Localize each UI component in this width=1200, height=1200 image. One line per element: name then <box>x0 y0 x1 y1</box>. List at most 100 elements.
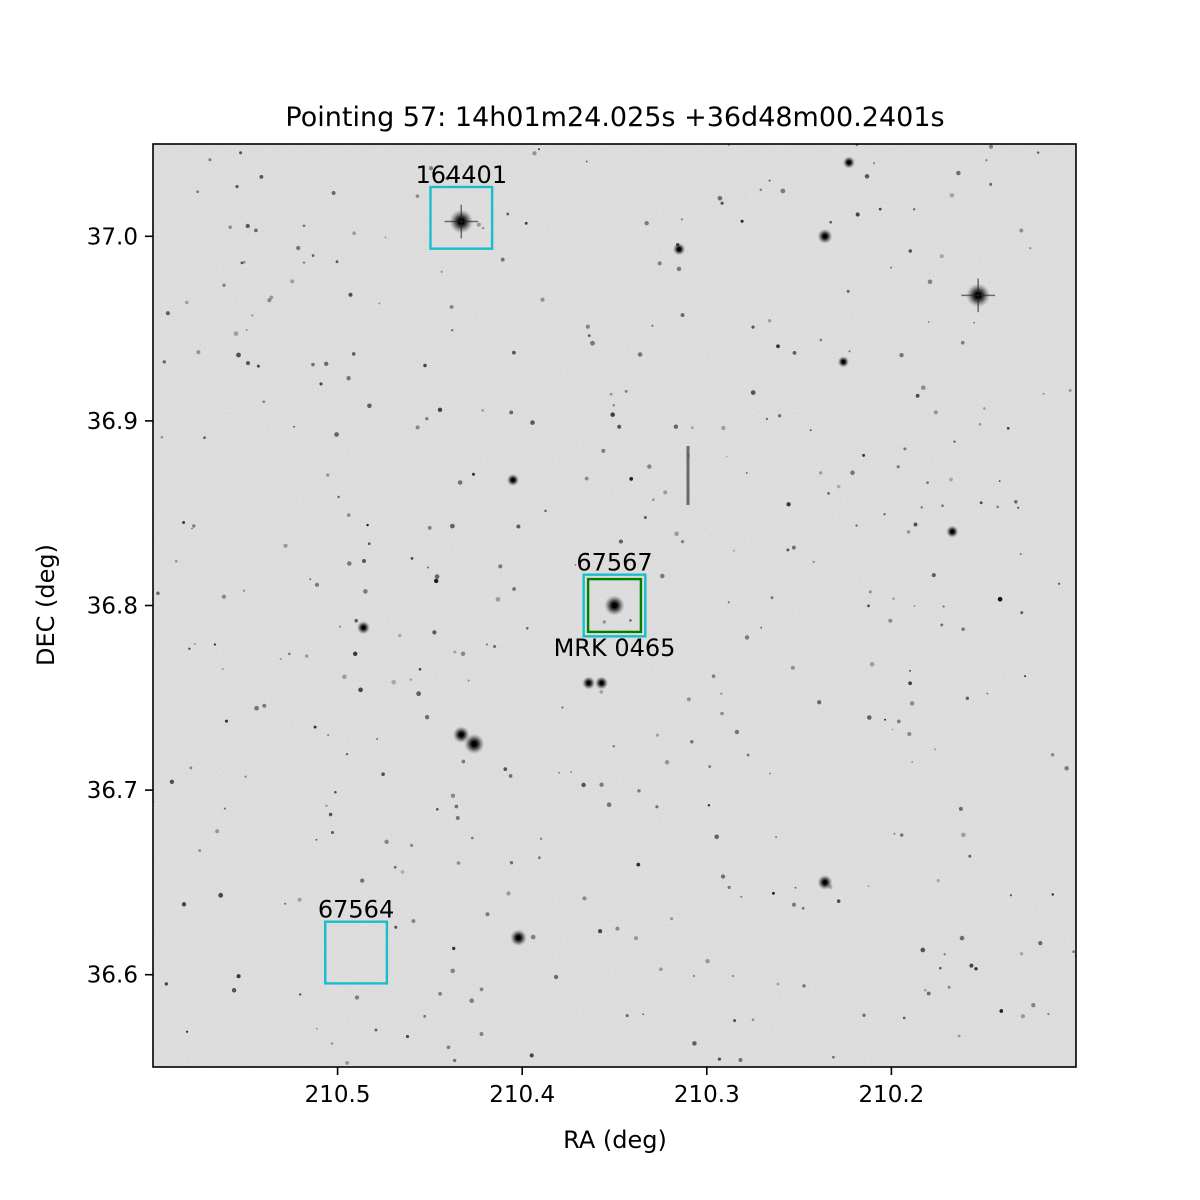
faint-star <box>947 985 951 989</box>
faint-star <box>674 531 679 537</box>
faint-star <box>587 334 591 337</box>
faint-star <box>775 835 778 839</box>
faint-star <box>896 465 900 469</box>
faint-star <box>1050 753 1055 757</box>
faint-star <box>902 1016 906 1020</box>
faint-star <box>208 158 212 162</box>
faint-star <box>827 492 830 495</box>
faint-star <box>347 561 352 566</box>
faint-star <box>457 480 463 485</box>
faint-star <box>222 283 226 287</box>
faint-star <box>192 524 196 528</box>
faint-star <box>985 159 988 162</box>
faint-star <box>958 806 963 811</box>
faint-star <box>599 782 604 787</box>
faint-star <box>655 805 659 809</box>
bright-star-core <box>841 359 846 364</box>
bright-star-core <box>599 681 604 686</box>
faint-star <box>524 221 528 225</box>
faint-star <box>384 236 387 239</box>
faint-star <box>660 573 665 579</box>
faint-star <box>452 1058 457 1063</box>
faint-star <box>939 254 944 259</box>
faint-star <box>394 925 398 929</box>
faint-star <box>734 729 740 735</box>
faint-star <box>1014 500 1018 504</box>
faint-star <box>940 623 944 627</box>
faint-star <box>262 703 267 708</box>
faint-star <box>574 563 577 566</box>
faint-star <box>479 1032 484 1036</box>
faint-star <box>943 953 946 956</box>
faint-star <box>228 225 232 230</box>
faint-star <box>162 360 166 364</box>
faint-star <box>242 589 246 592</box>
faint-star <box>305 654 309 658</box>
faint-star <box>354 995 360 1000</box>
faint-star <box>606 802 612 808</box>
marker-box-67567 <box>582 573 647 638</box>
faint-star <box>446 1045 451 1050</box>
faint-star <box>530 934 536 940</box>
faint-star <box>345 752 349 756</box>
faint-star <box>908 681 912 686</box>
faint-star <box>239 151 243 155</box>
bright-star-core <box>846 160 851 165</box>
y-tick-label: 36.9 <box>87 409 138 435</box>
faint-star <box>450 328 454 332</box>
faint-star <box>599 689 604 694</box>
faint-star <box>334 791 337 794</box>
faint-star <box>727 601 730 604</box>
faint-star <box>891 728 894 731</box>
faint-star <box>245 329 248 331</box>
faint-star <box>670 917 674 921</box>
faint-star <box>949 477 953 482</box>
faint-star <box>313 725 317 729</box>
faint-star <box>315 838 318 841</box>
faint-star <box>892 597 895 601</box>
faint-star <box>156 591 160 596</box>
faint-star <box>765 417 769 421</box>
faint-star <box>393 865 397 869</box>
faint-star <box>315 1027 318 1030</box>
faint-star <box>717 1057 722 1061</box>
faint-star <box>809 429 812 432</box>
faint-star <box>751 325 755 329</box>
faint-star <box>236 974 241 979</box>
faint-star <box>185 1030 189 1033</box>
faint-star <box>185 300 189 305</box>
faint-star <box>540 297 545 302</box>
faint-star <box>363 589 368 594</box>
faint-star <box>325 804 328 807</box>
y-tick-label: 36.7 <box>87 778 138 804</box>
faint-star <box>731 974 735 978</box>
faint-star <box>314 582 320 587</box>
faint-star <box>836 484 841 489</box>
faint-star <box>1036 151 1040 154</box>
faint-star <box>245 223 250 229</box>
faint-star <box>933 410 938 415</box>
faint-star <box>637 352 643 357</box>
faint-star <box>244 775 247 778</box>
faint-star <box>437 407 443 412</box>
marker-label-mrk0465: MRK 0465 <box>554 634 676 662</box>
faint-star <box>1051 893 1055 896</box>
faint-star <box>584 476 589 481</box>
faint-star <box>873 162 876 165</box>
faint-star <box>352 231 357 236</box>
faint-star <box>836 899 841 903</box>
faint-star <box>908 249 913 253</box>
faint-star <box>979 501 983 505</box>
faint-star <box>867 604 870 608</box>
faint-star <box>503 767 508 771</box>
faint-star <box>819 338 823 342</box>
faint-star <box>686 697 691 702</box>
faint-star <box>423 1014 427 1018</box>
faint-star <box>926 481 929 484</box>
faint-star <box>744 635 750 640</box>
x-tick-label: 210.5 <box>305 1082 371 1108</box>
y-axis-label: DEC (deg) <box>32 544 60 666</box>
faint-star <box>691 426 694 429</box>
faint-star <box>855 212 860 217</box>
